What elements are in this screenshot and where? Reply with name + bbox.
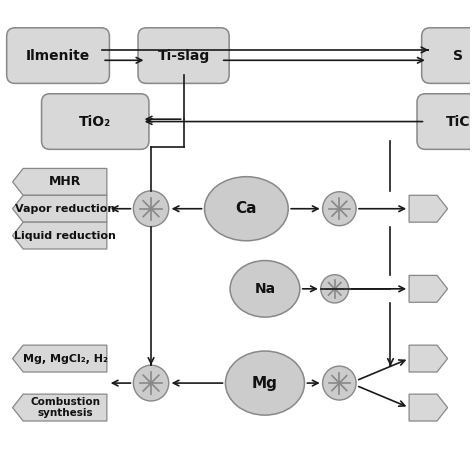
Ellipse shape — [204, 177, 288, 241]
Text: TiO₂: TiO₂ — [79, 115, 111, 128]
Text: Mg, MgCl₂, H₂: Mg, MgCl₂, H₂ — [23, 354, 108, 364]
Polygon shape — [409, 275, 447, 302]
Polygon shape — [13, 222, 107, 249]
Ellipse shape — [230, 261, 300, 317]
Polygon shape — [409, 345, 447, 372]
Circle shape — [321, 275, 349, 303]
Text: Ca: Ca — [236, 201, 257, 216]
Polygon shape — [13, 195, 107, 222]
Text: Liquid reduction: Liquid reduction — [14, 230, 116, 241]
Text: Ilmenite: Ilmenite — [26, 48, 90, 63]
Text: MHR: MHR — [49, 175, 81, 188]
Ellipse shape — [226, 351, 304, 415]
Text: Mg: Mg — [252, 375, 278, 391]
Text: Vapor reduction: Vapor reduction — [15, 204, 115, 214]
Text: S: S — [453, 48, 463, 63]
Text: Ti-slag: Ti-slag — [157, 48, 210, 63]
FancyBboxPatch shape — [42, 94, 149, 149]
Text: TiC: TiC — [446, 115, 470, 128]
Polygon shape — [13, 168, 107, 195]
Text: Combustion
synthesis: Combustion synthesis — [30, 397, 100, 419]
Circle shape — [133, 365, 169, 401]
Polygon shape — [409, 394, 447, 421]
Circle shape — [323, 366, 356, 400]
FancyBboxPatch shape — [422, 28, 474, 83]
FancyBboxPatch shape — [7, 28, 109, 83]
FancyBboxPatch shape — [417, 94, 474, 149]
Polygon shape — [13, 345, 107, 372]
Polygon shape — [13, 394, 107, 421]
FancyBboxPatch shape — [138, 28, 229, 83]
Circle shape — [323, 192, 356, 226]
Polygon shape — [409, 195, 447, 222]
Circle shape — [133, 191, 169, 227]
Text: Na: Na — [255, 282, 275, 296]
